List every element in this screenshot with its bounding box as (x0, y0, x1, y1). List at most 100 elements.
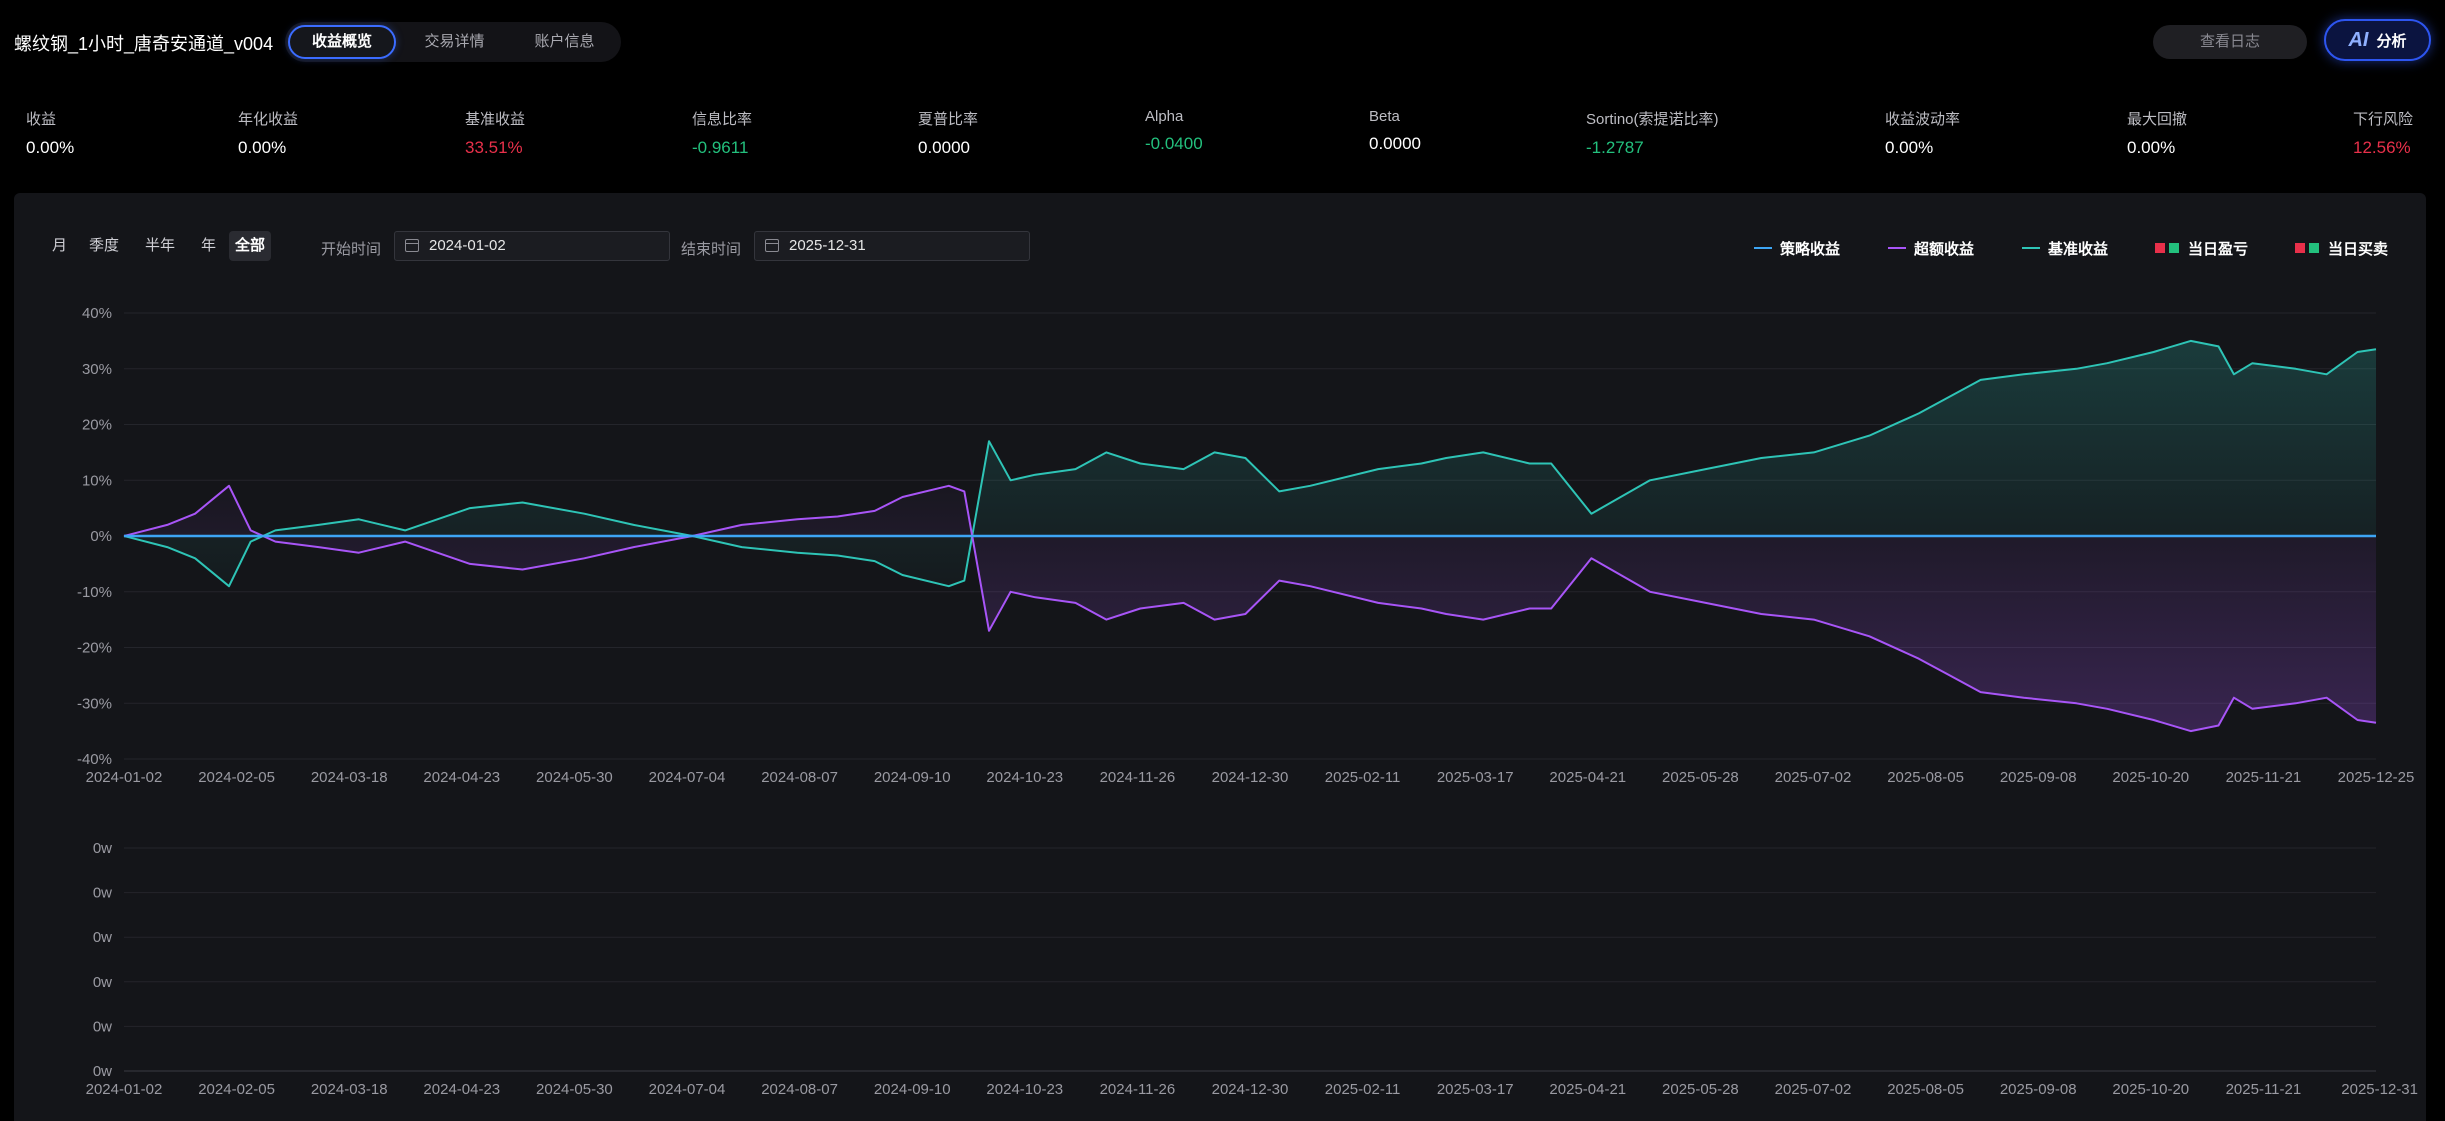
calendar-icon (405, 239, 419, 252)
tab-account-info[interactable]: 账户信息 (534, 33, 595, 50)
metric-value: 0.0000 (918, 138, 970, 157)
start-date-label: 开始时间 (321, 241, 382, 258)
x-tick-label: 2024-10-23 (986, 1081, 1063, 1098)
metric-sortino: Sortino(索提诺比率) -1.2787 (1586, 108, 1719, 158)
legend-square-icon (2169, 243, 2179, 254)
metric-label: 收益波动率 (1885, 111, 1961, 128)
y-tick-label: -30% (77, 695, 112, 712)
metric-label: 下行风险 (2353, 111, 2414, 128)
ai-button-label: 分析 (2376, 33, 2407, 50)
legend-line-icon (1888, 247, 1906, 250)
x-tick-label: 2024-09-10 (874, 769, 951, 786)
x-tick-label: 2025-02-11 (1325, 1081, 1401, 1098)
period-quarter[interactable]: 季度 (89, 237, 120, 254)
metric-sharpe-ratio: 夏普比率 0.0000 (918, 108, 978, 158)
x-tick-label: 2025-03-17 (1437, 769, 1514, 786)
y-tick-label: 10% (82, 472, 112, 489)
x-tick-label: 2025-12-31 (2341, 1081, 2418, 1098)
x-tick-label: 2024-09-10 (874, 1081, 951, 1098)
legend-benchmark-return[interactable]: 基准收益 (2022, 238, 2108, 259)
period-year[interactable]: 年 (201, 237, 217, 254)
metric-label: Alpha (1145, 108, 1184, 125)
metric-label: 夏普比率 (918, 111, 979, 128)
y-tick-label: -40% (77, 751, 112, 768)
x-tick-label: 2024-08-07 (761, 769, 838, 786)
legend-line-icon (1754, 247, 1772, 250)
x-tick-label: 2025-05-28 (1662, 1081, 1739, 1098)
start-date-value: 2024-01-02 (429, 237, 506, 254)
metric-return: 收益 0.00% (26, 108, 74, 158)
y-tick-label: 20% (82, 417, 112, 434)
tab-trade-details[interactable]: 交易详情 (424, 33, 485, 50)
legend-square-icon (2309, 243, 2319, 254)
x-tick-label: 2024-07-04 (649, 1081, 726, 1098)
period-month[interactable]: 月 (52, 237, 68, 254)
metric-value: 0.00% (2127, 138, 2176, 157)
y-tick-label: 0w (93, 1063, 112, 1080)
metric-label: 收益 (26, 111, 57, 128)
metric-volatility: 收益波动率 0.00% (1885, 108, 1960, 158)
x-tick-label: 2024-11-26 (1100, 1081, 1176, 1098)
legend-label: 超额收益 (1914, 241, 1975, 258)
legend-strategy-return[interactable]: 策略收益 (1754, 238, 1840, 259)
x-tick-label: 2024-03-18 (311, 769, 388, 786)
y-tick-label: 0w (93, 885, 112, 902)
metric-benchmark-return: 基准收益 33.51% (465, 108, 525, 158)
x-tick-label: 2025-12-25 (2338, 769, 2415, 786)
x-tick-label: 2025-03-17 (1437, 1081, 1514, 1098)
tab-overview[interactable]: 收益概览 (288, 25, 396, 59)
x-tick-label: 2025-11-21 (2226, 769, 2302, 786)
metric-label: Beta (1369, 108, 1400, 125)
end-date-label: 结束时间 (681, 241, 742, 258)
end-date-input[interactable]: 2025-12-31 (754, 231, 1030, 261)
metric-label: Sortino(索提诺比率) (1586, 111, 1719, 128)
x-tick-label: 2025-09-08 (2000, 1081, 2077, 1098)
period-half-year[interactable]: 半年 (145, 237, 176, 254)
metric-value: 0.00% (26, 138, 75, 157)
x-tick-label: 2024-05-30 (536, 769, 613, 786)
x-tick-label: 2024-11-26 (1100, 769, 1176, 786)
y-tick-label: 40% (82, 305, 112, 322)
x-tick-label: 2025-11-21 (2226, 1081, 2302, 1098)
metric-information-ratio: 信息比率 -0.9611 (692, 108, 752, 158)
top-bar: 螺纹钢_1小时_唐奇安通道_v004 收益概览 交易详情 账户信息 查看日志 A… (0, 0, 2445, 84)
x-tick-label: 2025-09-08 (2000, 769, 2077, 786)
x-tick-label: 2025-07-02 (1775, 1081, 1852, 1098)
legend-label: 基准收益 (2048, 241, 2109, 258)
calendar-icon (765, 239, 779, 252)
metric-value: 33.51% (465, 138, 523, 157)
x-tick-label: 2025-04-21 (1549, 1081, 1626, 1098)
metric-label: 信息比率 (692, 111, 753, 128)
metric-value: 0.00% (238, 138, 287, 157)
strategy-title: 螺纹钢_1小时_唐奇安通道_v004 (14, 34, 274, 54)
metric-label: 年化收益 (238, 111, 299, 128)
x-tick-label: 2025-08-05 (1887, 769, 1964, 786)
x-tick-label: 2025-02-11 (1325, 769, 1401, 786)
metric-label: 最大回撤 (2127, 111, 2188, 128)
x-tick-label: 2024-10-23 (986, 769, 1063, 786)
x-tick-label: 2025-08-05 (1887, 1081, 1964, 1098)
x-tick-label: 2024-05-30 (536, 1081, 613, 1098)
legend-label: 当日买卖 (2328, 241, 2389, 258)
x-tick-label: 2024-01-02 (86, 1081, 163, 1098)
ai-analysis-button[interactable]: AI 分析 (2324, 19, 2431, 61)
legend-label: 当日盈亏 (2188, 241, 2249, 258)
x-tick-label: 2024-08-07 (761, 1081, 838, 1098)
legend-daily-pnl[interactable]: 当日盈亏 (2155, 238, 2248, 259)
benchmark-return-line (123, 339, 2377, 588)
y-tick-label: 0w (93, 974, 112, 991)
x-tick-label: 2024-02-05 (198, 1081, 275, 1098)
x-tick-label: 2024-01-02 (86, 769, 163, 786)
x-tick-label: 2025-05-28 (1662, 769, 1739, 786)
metric-value: 12.56% (2353, 138, 2411, 157)
legend-daily-trades[interactable]: 当日买卖 (2295, 238, 2388, 259)
end-date-value: 2025-12-31 (789, 237, 866, 254)
legend-excess-return[interactable]: 超额收益 (1888, 238, 1974, 259)
legend-label: 策略收益 (1780, 241, 1841, 258)
view-log-button[interactable]: 查看日志 (2153, 25, 2307, 59)
metric-annual-return: 年化收益 0.00% (238, 108, 298, 158)
period-all[interactable]: 全部 (229, 231, 272, 261)
start-date-input[interactable]: 2024-01-02 (394, 231, 670, 261)
metric-downside-risk: 下行风险 12.56% (2353, 108, 2413, 158)
